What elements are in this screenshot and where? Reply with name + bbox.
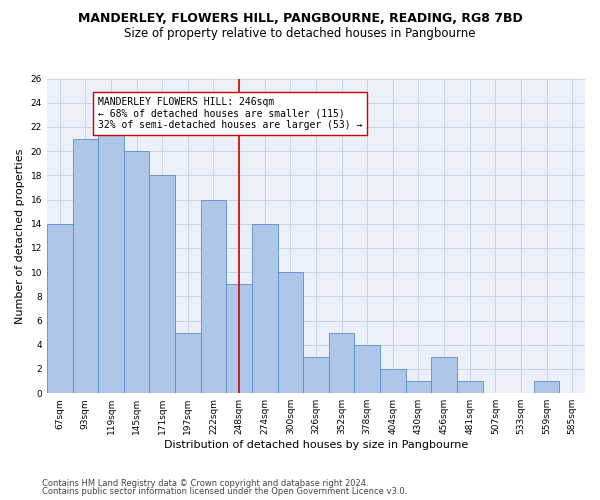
X-axis label: Distribution of detached houses by size in Pangbourne: Distribution of detached houses by size … — [164, 440, 468, 450]
Bar — [355, 345, 380, 393]
Text: MANDERLEY, FLOWERS HILL, PANGBOURNE, READING, RG8 7BD: MANDERLEY, FLOWERS HILL, PANGBOURNE, REA… — [77, 12, 523, 26]
Bar — [124, 151, 149, 393]
Bar — [457, 381, 482, 393]
Bar — [226, 284, 252, 393]
Bar — [252, 224, 278, 393]
Bar — [431, 357, 457, 393]
Text: Size of property relative to detached houses in Pangbourne: Size of property relative to detached ho… — [124, 28, 476, 40]
Bar — [380, 369, 406, 393]
Bar — [73, 139, 98, 393]
Bar — [303, 357, 329, 393]
Bar — [149, 176, 175, 393]
Text: Contains public sector information licensed under the Open Government Licence v3: Contains public sector information licen… — [42, 487, 407, 496]
Text: Contains HM Land Registry data © Crown copyright and database right 2024.: Contains HM Land Registry data © Crown c… — [42, 478, 368, 488]
Bar — [175, 332, 200, 393]
Bar — [278, 272, 303, 393]
Bar — [406, 381, 431, 393]
Text: MANDERLEY FLOWERS HILL: 246sqm
← 68% of detached houses are smaller (115)
32% of: MANDERLEY FLOWERS HILL: 246sqm ← 68% of … — [98, 96, 362, 130]
Y-axis label: Number of detached properties: Number of detached properties — [15, 148, 25, 324]
Bar — [534, 381, 559, 393]
Bar — [47, 224, 73, 393]
Bar — [200, 200, 226, 393]
Bar — [329, 332, 355, 393]
Bar — [98, 127, 124, 393]
